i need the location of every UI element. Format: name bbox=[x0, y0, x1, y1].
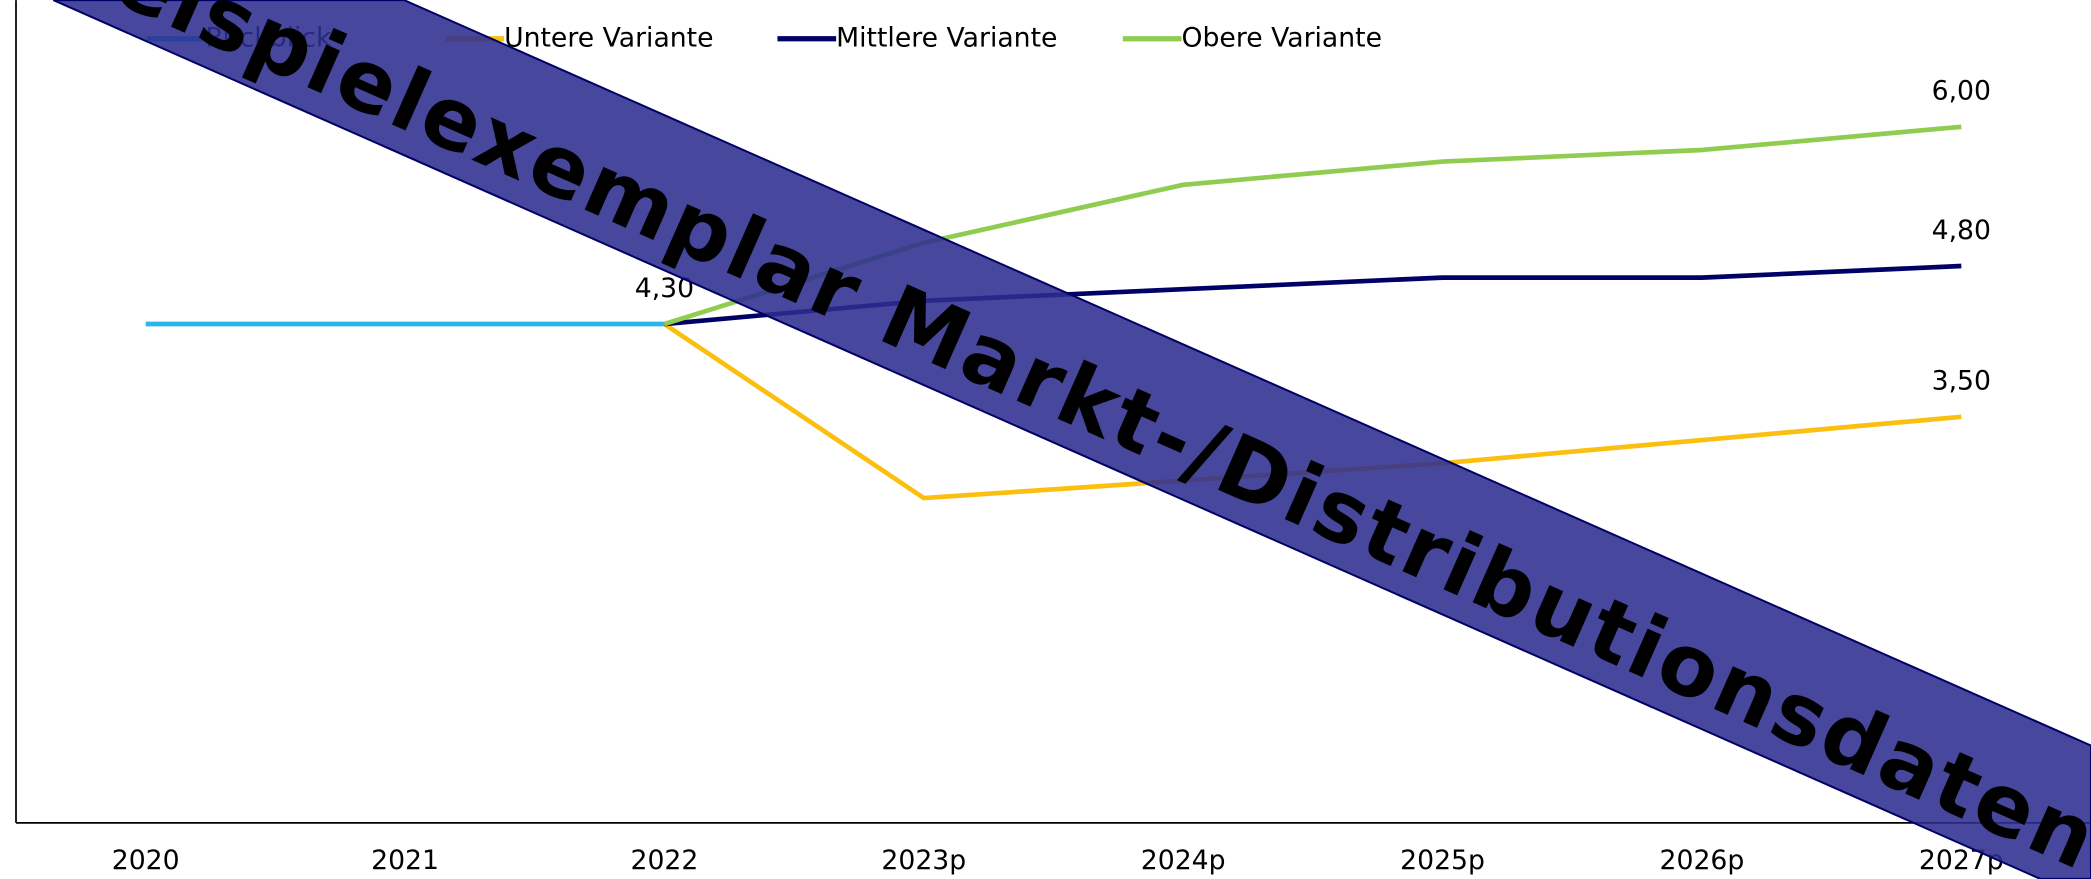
data-label: 4,80 bbox=[1932, 215, 1991, 246]
data-label: 6,00 bbox=[1932, 76, 1991, 107]
x-tick-label: 2020 bbox=[112, 845, 180, 876]
x-tick-label: 2021 bbox=[371, 845, 439, 876]
legend-label: Untere Variante bbox=[504, 22, 713, 53]
watermark: Beispielexemplar Markt-/Distributionsdat… bbox=[39, 0, 2091, 879]
x-tick-label: 2024p bbox=[1141, 845, 1226, 876]
legend-label: Obere Variante bbox=[1182, 22, 1383, 53]
data-label: 3,50 bbox=[1932, 366, 1991, 397]
watermark-text: Beispielexemplar Markt-/Distributionsdat… bbox=[39, 0, 2091, 879]
x-tick-label: 2026p bbox=[1660, 845, 1745, 876]
legend-label: Mittlere Variante bbox=[836, 22, 1057, 53]
x-tick-label: 2022 bbox=[631, 845, 699, 876]
x-tick-label: 2025p bbox=[1400, 845, 1485, 876]
x-tick-label: 2023p bbox=[881, 845, 966, 876]
